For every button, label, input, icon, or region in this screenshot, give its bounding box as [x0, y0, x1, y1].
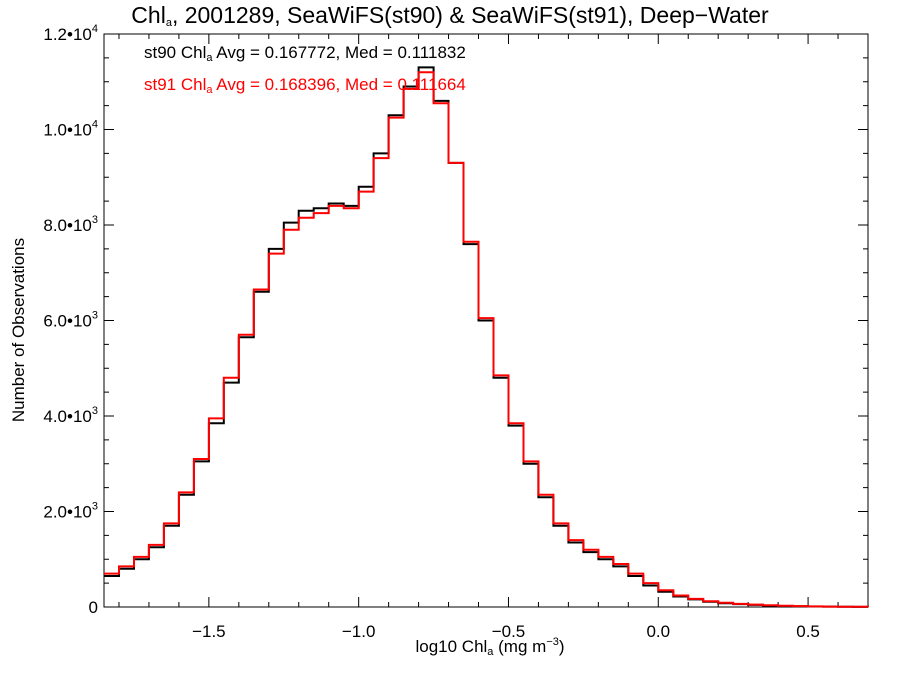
y-tick-label-2: 4.0•103 [43, 405, 98, 426]
x-tick-label-3: 0.0 [646, 622, 670, 641]
title-text: Chl [131, 2, 166, 28]
legend-stat-st90-subscript: a [206, 52, 213, 64]
x-axis-label: log10 Chla (mg m−3) [0, 636, 900, 658]
legend-stat-st90-text: st90 Chl [144, 43, 207, 62]
legend-stat-st91-subscript: a [206, 84, 213, 96]
x-axis-label-units: (mg m [493, 637, 547, 656]
x-axis-label-end: ) [558, 637, 565, 656]
y-tick-label-0: 0 [89, 598, 98, 617]
x-axis-label-text: log10 Chl [415, 637, 488, 656]
x-axis-label-exponent: −3 [546, 636, 559, 648]
series-line-st91 [104, 71, 869, 608]
chart-title: Chla, 2001289, SeaWiFS(st90) & SeaWiFS(s… [0, 2, 900, 29]
x-tick-label-2: −0.5 [492, 622, 526, 641]
y-tick-label-4: 8.0•103 [43, 214, 98, 235]
legend-stat-st91-text: st91 Chl [144, 75, 207, 94]
legend-stat-st91: st91 Chla Avg = 0.168396, Med = 0.111664 [144, 75, 466, 96]
title-subscript: a [165, 17, 172, 29]
y-tick-label-3: 6.0•103 [43, 310, 98, 331]
x-tick-label-1: −1.0 [342, 622, 376, 641]
y-axis-label: Number of Observations [9, 237, 28, 423]
legend-stat-st90: st90 Chla Avg = 0.167772, Med = 0.111832 [144, 43, 466, 64]
legend-stat-st91-values: Avg = 0.168396, Med = 0.111664 [212, 75, 466, 94]
x-tick-label-4: 0.5 [796, 622, 820, 641]
legend-stat-st90-values: Avg = 0.167772, Med = 0.111832 [212, 43, 466, 62]
x-axis-label-subscript: a [487, 646, 494, 658]
x-tick-label-0: −1.5 [192, 622, 226, 641]
y-tick-label-6: 1.2•104 [43, 23, 98, 44]
y-tick-label-5: 1.0•104 [43, 119, 98, 140]
title-text-rest: , 2001289, SeaWiFS(st90) & SeaWiFS(st91)… [171, 2, 769, 28]
series-line-st90 [104, 66, 868, 608]
y-tick-label-1: 2.0•103 [43, 501, 98, 522]
